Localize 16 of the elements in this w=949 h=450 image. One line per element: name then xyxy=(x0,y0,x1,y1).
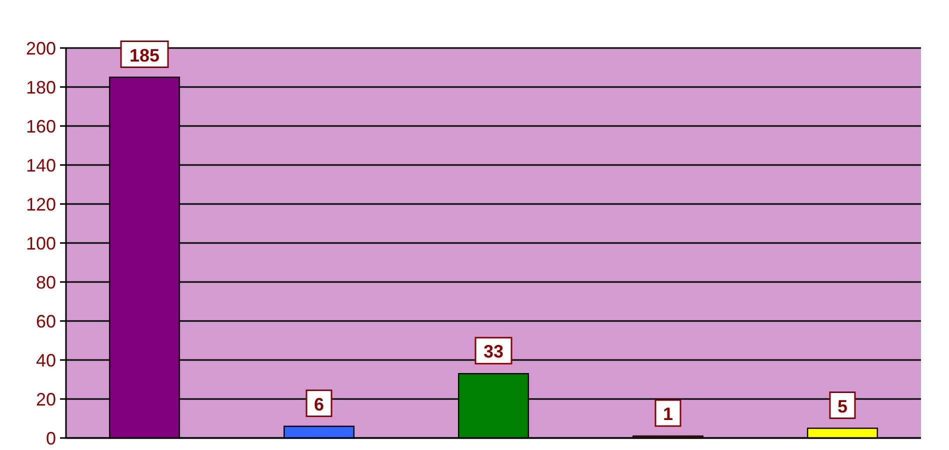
y-tick-label: 180 xyxy=(26,77,56,98)
y-tick-label: 120 xyxy=(26,194,56,214)
y-tick-label: 40 xyxy=(36,350,56,370)
y-tick-label: 100 xyxy=(26,233,56,254)
y-tick-label: 0 xyxy=(46,428,56,448)
y-tick-label: 60 xyxy=(36,311,56,332)
data-label: 5 xyxy=(837,396,848,416)
y-tick-label: 140 xyxy=(26,155,56,176)
y-tick-label: 160 xyxy=(26,116,56,136)
y-tick-label: 20 xyxy=(36,389,56,410)
data-label: 1 xyxy=(662,404,673,424)
y-tick-label: 80 xyxy=(36,272,56,292)
data-label: 6 xyxy=(314,394,324,414)
data-label: 185 xyxy=(129,45,160,66)
data-label: 33 xyxy=(483,342,504,362)
y-tick-label: 200 xyxy=(26,38,56,58)
